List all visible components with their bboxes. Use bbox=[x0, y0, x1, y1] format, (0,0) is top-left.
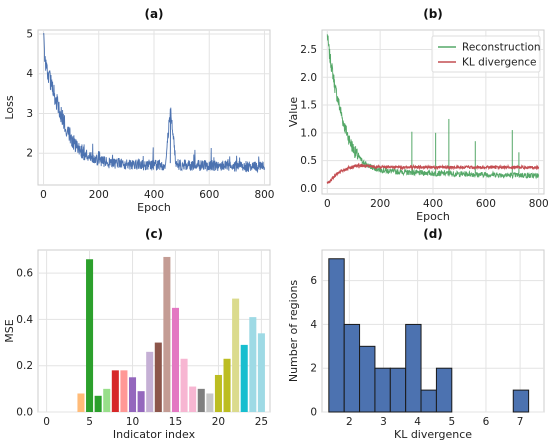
bar-indicator-25 bbox=[257, 333, 265, 412]
y-tick-label: 3 bbox=[26, 108, 33, 120]
bar-indicator-18 bbox=[197, 388, 205, 412]
kl-divergence-series-line bbox=[326, 162, 540, 184]
bar-indicator-13 bbox=[154, 342, 162, 412]
x-tick-label: 15 bbox=[169, 416, 182, 428]
x-tick-label: 600 bbox=[199, 189, 219, 201]
y-axis-label: Value bbox=[287, 97, 300, 127]
bar-indicator-11 bbox=[137, 391, 145, 412]
panel-d-kl-histogram: 2 3 4 5 6 7 0 2 4 6 KL divergence Number of regions… bbox=[287, 227, 545, 441]
y-tick-label: 2 bbox=[26, 148, 33, 160]
x-tick-label: 0 bbox=[324, 198, 331, 210]
bar-indicator-21 bbox=[223, 358, 231, 412]
y-tick-label: 0.4 bbox=[16, 314, 33, 326]
x-axis-label: Epoch bbox=[137, 201, 171, 214]
x-tick-label: 200 bbox=[370, 198, 390, 210]
loss-series-line bbox=[43, 33, 265, 174]
x-tick-label: 7 bbox=[517, 416, 524, 428]
x-axis-label: Indicator index bbox=[113, 428, 196, 441]
y-tick-label: 0.5 bbox=[300, 155, 317, 167]
bar-indicator-12 bbox=[146, 351, 154, 412]
bar-indicator-23 bbox=[240, 344, 248, 412]
bar-indicator-22 bbox=[232, 298, 240, 412]
bar-indicator-8 bbox=[111, 370, 119, 412]
bar-indicator-5 bbox=[86, 259, 94, 412]
x-tick-label: 400 bbox=[423, 198, 443, 210]
x-tick-label: 3 bbox=[380, 416, 387, 428]
histogram-bar-7 bbox=[435, 367, 453, 413]
panel-title: (b) bbox=[423, 7, 443, 21]
panel-a-loss-chart: 0 200 400 600 800 2 3 4 5 Epoch Loss (a) bbox=[3, 7, 274, 214]
bar-indicator-17 bbox=[189, 386, 197, 412]
bar-indicator-7 bbox=[103, 388, 111, 412]
y-tick-label: 0 bbox=[310, 407, 317, 419]
y-tick-label: 2.5 bbox=[300, 44, 317, 56]
panel-title: (a) bbox=[144, 7, 163, 21]
x-tick-label: 0 bbox=[43, 416, 50, 428]
x-tick-label: 5 bbox=[448, 416, 455, 428]
histogram-bar-4 bbox=[389, 367, 407, 413]
y-tick-label: 4 bbox=[310, 319, 317, 331]
bar-indicator-6 bbox=[94, 395, 102, 412]
bar-indicator-19 bbox=[206, 393, 214, 412]
histogram-bar-6 bbox=[420, 389, 437, 413]
bar-indicator-16 bbox=[180, 358, 188, 412]
legend-entry: KL divergence bbox=[462, 57, 536, 69]
x-tick-label: 10 bbox=[126, 416, 139, 428]
legend-box bbox=[431, 35, 541, 73]
bar-indicator-14 bbox=[163, 256, 171, 412]
bar-indicator-9 bbox=[120, 370, 128, 412]
panel-title: (c) bbox=[145, 227, 163, 241]
y-tick-label: 2.0 bbox=[300, 72, 317, 84]
bar-indicator-15 bbox=[171, 307, 180, 412]
x-tick-label: 6 bbox=[483, 416, 490, 428]
reconstruction-series-line bbox=[326, 34, 540, 180]
x-tick-label: 4 bbox=[414, 416, 421, 428]
y-tick-label: 6 bbox=[310, 275, 317, 287]
x-tick-label: 0 bbox=[40, 189, 47, 201]
x-tick-label: 200 bbox=[89, 189, 109, 201]
histogram-bar-1 bbox=[343, 323, 361, 413]
panel-title: (d) bbox=[423, 227, 443, 241]
x-tick-label: 600 bbox=[476, 198, 496, 210]
legend: Reconstruction KL divergence bbox=[431, 35, 541, 73]
y-tick-label: 1.5 bbox=[300, 100, 317, 112]
y-tick-label: 0.6 bbox=[16, 268, 33, 280]
x-axis-label: KL divergence bbox=[394, 428, 472, 441]
y-tick-label: 0.0 bbox=[300, 183, 317, 195]
legend-entry: Reconstruction bbox=[462, 42, 541, 54]
x-tick-label: 400 bbox=[144, 189, 164, 201]
bar-indicator-24 bbox=[249, 317, 257, 412]
x-axis-label: Epoch bbox=[416, 210, 450, 223]
x-tick-label: 20 bbox=[212, 416, 225, 428]
y-tick-label: 4 bbox=[26, 68, 33, 80]
y-axis-label: Number of regions bbox=[287, 280, 300, 383]
y-tick-label: 1.0 bbox=[300, 127, 317, 139]
panel-c-mse-bar-chart: 0 5 10 15 20 25 0.0 0.2 0.4 0.6 Indicator index MSE… bbox=[3, 227, 271, 441]
y-tick-label: 5 bbox=[26, 28, 33, 40]
bar-indicator-4 bbox=[77, 393, 85, 412]
histogram-bar-0 bbox=[328, 258, 345, 413]
panel-b-value-chart: 0 200 400 600 800 0.0 0.5 1.0 1.5 2.0 2.5 Epoch Valu… bbox=[287, 7, 549, 223]
x-tick-label: 25 bbox=[255, 416, 268, 428]
x-tick-label: 5 bbox=[86, 416, 93, 428]
y-axis-label: MSE bbox=[3, 319, 16, 342]
y-axis-label: Loss bbox=[3, 95, 16, 119]
x-tick-label: 2 bbox=[346, 416, 353, 428]
bar-indicator-10 bbox=[128, 377, 137, 412]
y-tick-label: 2 bbox=[310, 363, 317, 375]
histogram-bar-12 bbox=[512, 389, 530, 413]
bar-indicator-20 bbox=[214, 374, 222, 412]
histogram-bar-2 bbox=[359, 345, 376, 413]
y-tick-label: 0.0 bbox=[16, 407, 33, 419]
x-tick-label: 800 bbox=[254, 189, 274, 201]
histogram-bar-3 bbox=[374, 367, 391, 413]
histogram-bar-5 bbox=[405, 323, 422, 413]
y-tick-label: 0.2 bbox=[16, 360, 33, 372]
x-tick-label: 800 bbox=[529, 198, 549, 210]
